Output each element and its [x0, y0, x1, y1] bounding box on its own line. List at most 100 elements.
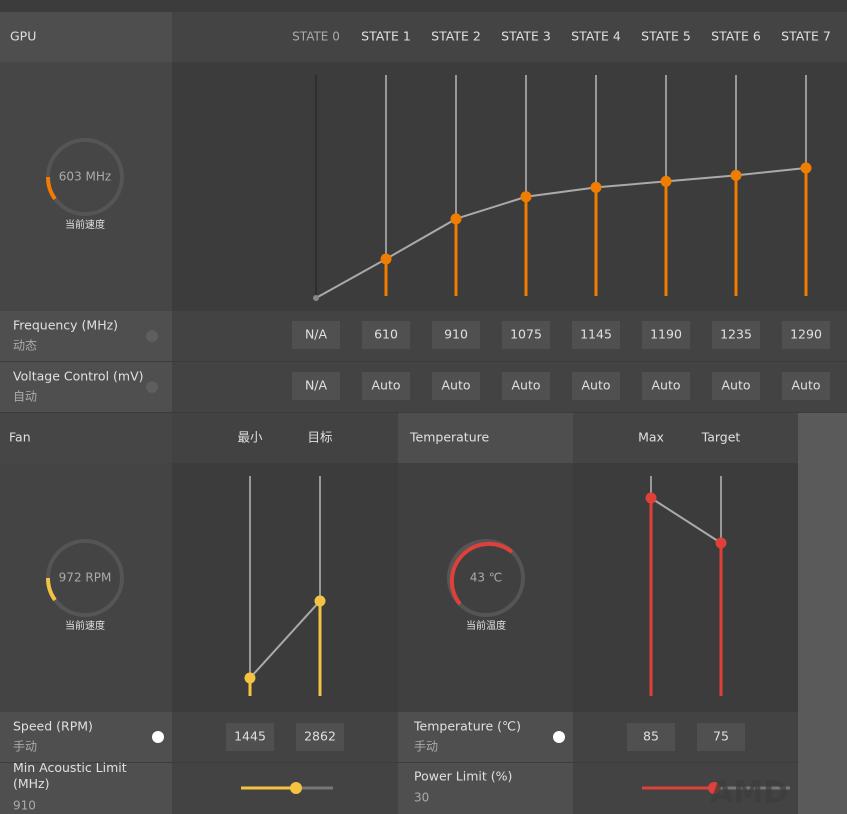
value-text: 75: [713, 729, 729, 744]
value-text: 1290: [790, 327, 822, 342]
value-text: N/A: [305, 378, 328, 393]
acoustic-label-box: Min Acoustic Limit (MHz): [13, 760, 127, 791]
row-label: Power Limit (%): [414, 769, 512, 784]
column-label: 目标: [307, 430, 332, 445]
gauge-arc: [45, 577, 57, 602]
section-title: Temperature: [409, 430, 489, 445]
value-text: Auto: [441, 378, 470, 393]
state-label: STATE 2: [431, 29, 481, 44]
temp-left: [398, 463, 573, 712]
slider-knob[interactable]: [708, 782, 720, 794]
gauge-value: 972 RPM: [59, 571, 112, 585]
curve-start: [315, 258, 387, 299]
value-box: [292, 321, 340, 349]
curve-point: [244, 672, 256, 684]
value-box: [432, 372, 480, 400]
gpu-left: [0, 62, 172, 311]
value-text: 1235: [720, 327, 752, 342]
row-mode: 手动: [414, 740, 438, 754]
value-box: [502, 321, 550, 349]
gauge-arc: [45, 176, 57, 201]
value-box: [627, 723, 675, 751]
value-box: [572, 321, 620, 349]
row-mode: 自动: [13, 390, 37, 404]
value-text: Auto: [721, 378, 750, 393]
value-box: [712, 321, 760, 349]
value-text: Auto: [511, 378, 540, 393]
value-text: Auto: [791, 378, 820, 393]
gauge-value: 43 ℃: [470, 571, 503, 585]
state-point: [590, 181, 602, 193]
state-point: [800, 162, 812, 174]
value-box: [296, 723, 344, 751]
row-mode: 手动: [13, 740, 37, 754]
curve: [650, 497, 722, 544]
gpu-header-cell: [0, 12, 172, 62]
volt-cell: [0, 362, 172, 412]
value-text: 1145: [580, 327, 612, 342]
gauge-value: 603 MHz: [59, 170, 111, 184]
state-point: [520, 191, 532, 203]
temp-header: [573, 413, 798, 463]
column-label: 最小: [237, 430, 263, 445]
state-label: STATE 4: [571, 29, 621, 44]
state-label: STATE 0: [292, 30, 340, 44]
power-cell: [398, 763, 573, 814]
toggle[interactable]: [146, 381, 158, 393]
state-label: STATE 6: [711, 29, 761, 44]
gauge-label: 当前温度: [466, 619, 506, 632]
toggle[interactable]: [152, 731, 164, 743]
fan-left: [0, 463, 172, 712]
state-point: [313, 295, 319, 301]
value-box: [642, 372, 690, 400]
value-text: Auto: [581, 378, 610, 393]
value-box: [572, 372, 620, 400]
value-text: Auto: [371, 378, 400, 393]
value-text: 910: [444, 327, 468, 342]
state-label: STATE 7: [781, 29, 831, 44]
value-text: 1075: [510, 327, 542, 342]
row-label: Frequency (MHz): [13, 318, 118, 333]
state-label: STATE 1: [361, 29, 411, 44]
gauge-arc: [449, 541, 514, 606]
value-box: [642, 321, 690, 349]
section-title: GPU: [10, 29, 36, 44]
fan-header-cell: [0, 413, 172, 463]
value-box: [362, 321, 410, 349]
value-text: 610: [374, 327, 398, 342]
value-text: 85: [643, 729, 659, 744]
row-label: Voltage Control (mV): [13, 369, 144, 384]
value-text: 2862: [304, 729, 336, 744]
value-box: [712, 372, 760, 400]
value-box: [292, 372, 340, 400]
value-text: N/A: [305, 327, 328, 342]
curve: [249, 600, 321, 679]
state-point: [730, 169, 742, 181]
backdrop: [798, 413, 847, 814]
value-box: [502, 372, 550, 400]
temp-header-cell: [398, 413, 573, 463]
value-box: [432, 321, 480, 349]
toggle[interactable]: [146, 330, 158, 342]
value-text: 1190: [650, 327, 682, 342]
slider-knob[interactable]: [290, 782, 302, 794]
toggle[interactable]: [553, 731, 565, 743]
value-box: [226, 723, 274, 751]
gauge-label: 当前速度: [65, 218, 105, 231]
row-label: Temperature (℃): [413, 719, 521, 734]
value-box: [782, 372, 830, 400]
curve-point: [715, 537, 727, 549]
row-label: Min Acoustic Limit (MHz): [13, 760, 127, 791]
value-box: [362, 372, 410, 400]
fan-header: [172, 413, 398, 463]
value-box: [782, 321, 830, 349]
section-title: Fan: [9, 430, 31, 445]
gauge-track: [447, 539, 525, 617]
row-mode: 动态: [13, 339, 37, 353]
state-point: [380, 253, 392, 265]
speed-row: [172, 712, 398, 762]
state-point: [450, 213, 462, 225]
column-label: Max: [638, 430, 664, 445]
row-label: Speed (RPM): [13, 719, 93, 734]
